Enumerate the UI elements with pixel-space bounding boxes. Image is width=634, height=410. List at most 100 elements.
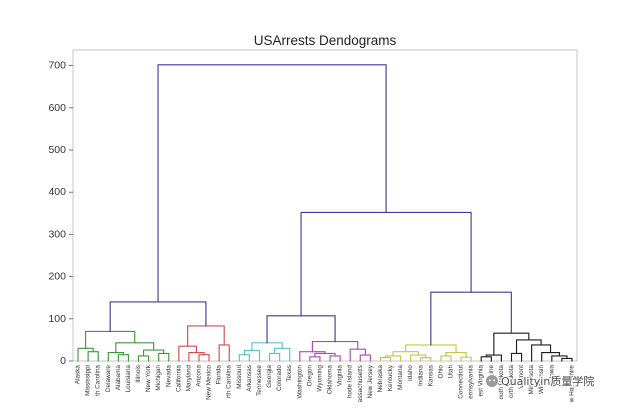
leaf-label: New Mexico bbox=[206, 365, 213, 400]
leaf-label: Montana bbox=[397, 365, 404, 390]
dendrogram-link bbox=[243, 349, 261, 362]
dendrogram-link bbox=[440, 355, 452, 362]
dendrogram-link bbox=[485, 354, 502, 362]
leaf-label: Michigan bbox=[155, 365, 162, 391]
leaf-label: Illinois bbox=[135, 365, 142, 383]
wechat-logo-icon-dot bbox=[493, 379, 496, 382]
dendrogram-link bbox=[158, 352, 170, 362]
y-tick-label: 500 bbox=[48, 144, 66, 156]
leaf-label: Arkansas bbox=[246, 365, 253, 392]
leaf-label: Delaware bbox=[105, 365, 112, 392]
dendrogram-link bbox=[238, 354, 250, 362]
leaf-label: Maryland bbox=[185, 365, 192, 392]
leaf-label: Wyoming bbox=[316, 365, 323, 392]
dendrogram-link bbox=[268, 352, 281, 362]
leaf-label: Oregon bbox=[306, 365, 313, 387]
leaf-label: hode Island bbox=[347, 365, 354, 398]
y-tick-label: 600 bbox=[48, 102, 66, 114]
leaf-label: w Hampshire bbox=[568, 365, 575, 404]
leaf-label: Nebraska bbox=[377, 365, 384, 393]
leaf-label: outh Dakota bbox=[498, 365, 505, 400]
dendrogram-link bbox=[251, 342, 283, 352]
leaf-label: Florida bbox=[216, 365, 223, 385]
leaf-label: New Jersey bbox=[367, 364, 374, 398]
y-tick-label: 0 bbox=[60, 355, 66, 367]
leaf-label: Arizona bbox=[196, 365, 203, 387]
leaf-label: assachusetts bbox=[357, 365, 364, 402]
dendrogram-link bbox=[515, 339, 542, 354]
dendrogram-link bbox=[266, 315, 336, 344]
wechat-logo-icon bbox=[485, 374, 499, 388]
dendrogram-link bbox=[309, 356, 321, 362]
dendrogram-link bbox=[541, 351, 560, 362]
leaf-label: Iowa bbox=[548, 365, 555, 379]
dendrogram-link bbox=[329, 355, 341, 362]
leaf-label: Alabama bbox=[115, 365, 122, 391]
leaf-label: Vermont bbox=[518, 365, 525, 389]
leaf-label: Utah bbox=[448, 365, 455, 379]
leaf-label: Ohio bbox=[437, 365, 444, 379]
leaf-label: Tennessee bbox=[256, 365, 263, 396]
leaf-label: Oklahoma bbox=[327, 365, 334, 395]
y-axis: 0 100 200 300 400 500 600 700 bbox=[48, 60, 73, 367]
watermark: Qualityin质量学院 bbox=[485, 373, 595, 389]
dendrogram-link bbox=[188, 351, 205, 362]
leaf-label: Connecticut bbox=[458, 365, 465, 399]
leaf-label: ennsylvania bbox=[468, 365, 475, 399]
plot-frame bbox=[72, 49, 578, 362]
dendrogram-link bbox=[109, 301, 207, 333]
leaf-label: th Carolina bbox=[95, 365, 102, 396]
leaf-label: Washington bbox=[296, 365, 303, 399]
y-tick-label: 400 bbox=[48, 186, 66, 198]
leaf-label: New York bbox=[145, 364, 152, 392]
dendrogram-link bbox=[137, 355, 150, 362]
dendrogram-link bbox=[300, 211, 472, 317]
leaf-label: Mississippi bbox=[85, 365, 92, 396]
dendrogram-link bbox=[187, 325, 225, 347]
leaf-label: Nevada bbox=[165, 365, 172, 387]
dendrogram-link bbox=[218, 344, 230, 362]
dendrogram-link bbox=[311, 341, 359, 353]
dendrogram-link bbox=[384, 355, 402, 362]
dendrogram-link bbox=[77, 347, 94, 362]
dendrogram-link bbox=[87, 351, 99, 362]
dendrogram-link bbox=[510, 352, 523, 362]
leaf-label: California bbox=[175, 365, 182, 392]
dendrogram-link bbox=[157, 64, 387, 303]
y-tick-label: 100 bbox=[48, 313, 66, 325]
watermark-text: Qualityin质量学院 bbox=[501, 374, 594, 388]
leaf-label: Wisconsin bbox=[538, 365, 545, 395]
dendrogram-link bbox=[198, 354, 210, 362]
leaf-label: Georgia bbox=[266, 365, 273, 388]
leaf-label: Virginia bbox=[337, 365, 344, 387]
leaf-label: Idaho bbox=[407, 365, 414, 381]
dendrogram-links bbox=[77, 64, 573, 362]
y-tick-label: 200 bbox=[48, 271, 66, 283]
leaf-label: est Virginia bbox=[478, 365, 485, 397]
dendrogram-link bbox=[430, 291, 512, 346]
wechat-logo-icon-badge bbox=[485, 374, 499, 388]
leaf-label: Kansas bbox=[427, 365, 434, 386]
dendrogram-link bbox=[117, 354, 130, 362]
dendrogram-link bbox=[359, 354, 371, 362]
leaf-label: Minnesota bbox=[528, 365, 535, 395]
leaf-label: Louisiana bbox=[125, 365, 132, 393]
dendrogram-link bbox=[85, 330, 136, 349]
wechat-logo-icon-dot bbox=[488, 379, 491, 382]
leaf-label: Indiana bbox=[417, 365, 424, 386]
dendrogram-link bbox=[274, 347, 291, 362]
dendrogram-link bbox=[178, 345, 198, 362]
leaf-label: Missouri bbox=[236, 365, 243, 389]
dendrogram-link bbox=[115, 342, 155, 354]
leaf-label: Kentucky bbox=[387, 364, 394, 391]
leaf-label: Alaska bbox=[75, 365, 82, 385]
y-tick-label: 300 bbox=[48, 228, 66, 240]
dendrogram-link bbox=[107, 351, 124, 362]
y-tick-label: 700 bbox=[48, 60, 66, 72]
leaf-label: Colorado bbox=[276, 365, 283, 391]
leaf-label: Texas bbox=[286, 365, 293, 382]
leaf-labels: Alaska Mississippi th Carolina Delaware Alab… bbox=[75, 364, 576, 403]
dendrogram-link bbox=[480, 356, 492, 362]
leaf-label: rth Carolina bbox=[226, 365, 233, 398]
